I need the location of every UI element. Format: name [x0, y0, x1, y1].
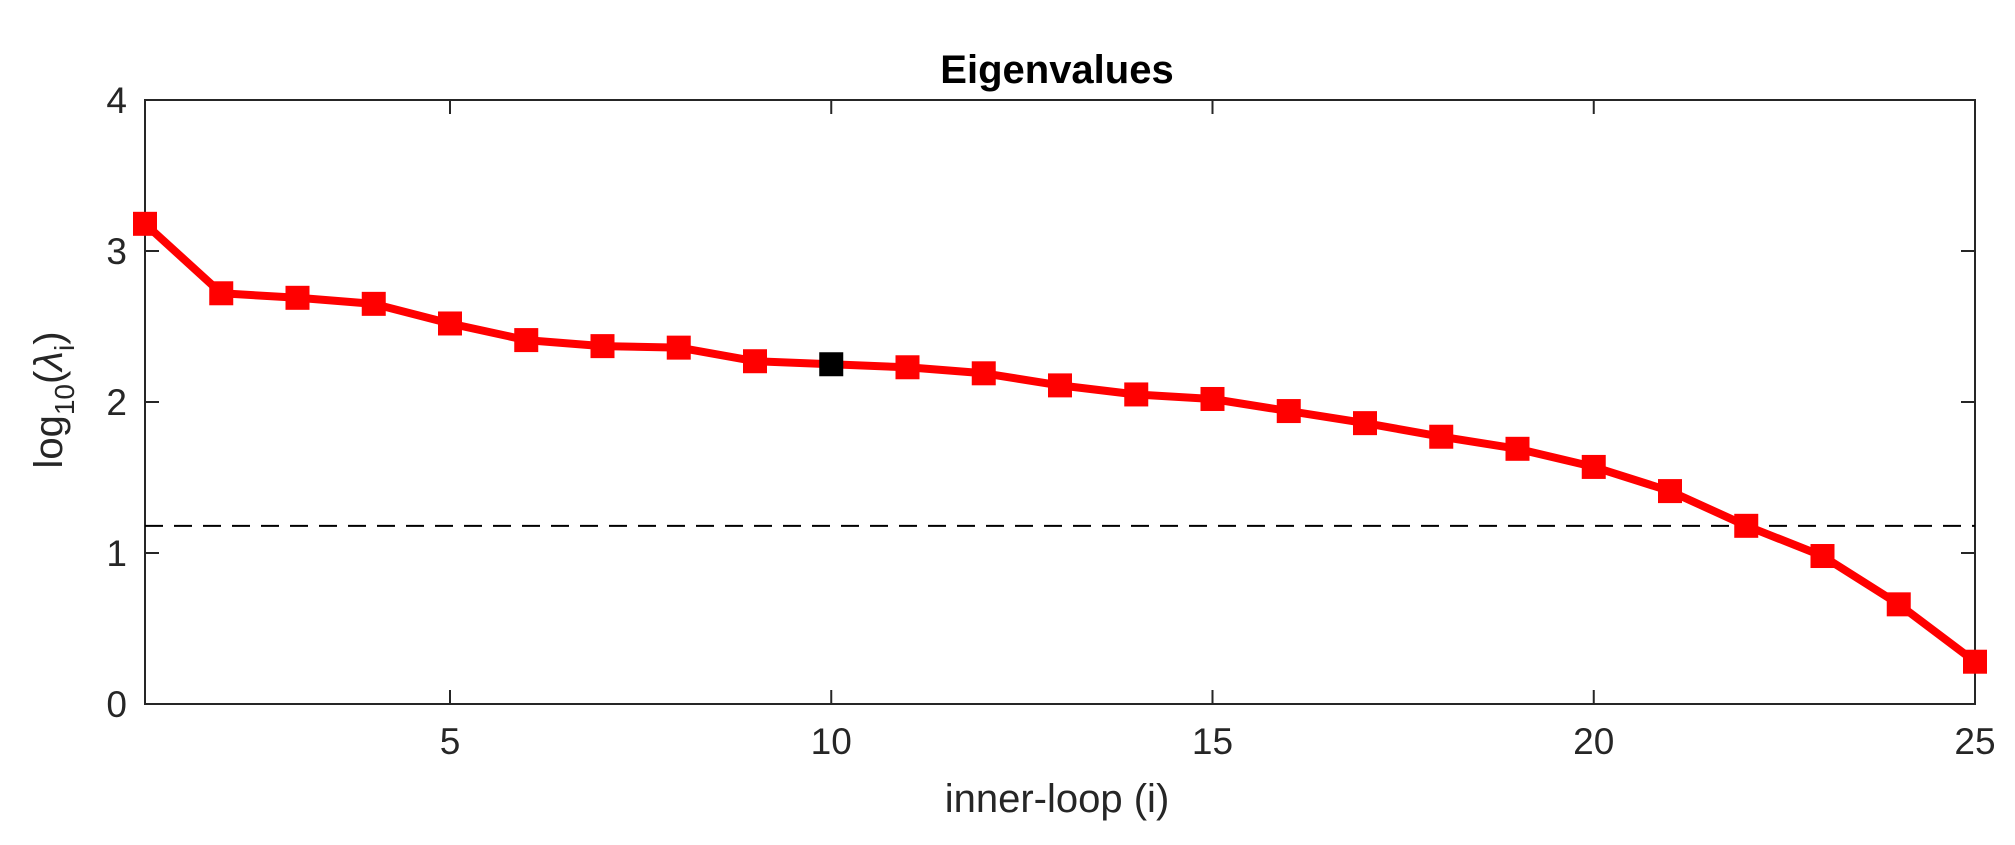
data-point [361, 291, 386, 316]
data-point [1353, 411, 1377, 436]
y-axis-label-base: log [27, 415, 71, 468]
x-axis-label: inner-loop (i) [945, 777, 1170, 821]
data-point [895, 355, 920, 380]
highlight-point [819, 352, 844, 377]
y-axis-label-symbol: λ [27, 351, 71, 373]
data-point [1200, 386, 1225, 411]
x-tick-label: 5 [440, 721, 461, 762]
x-tick-label: 20 [1573, 721, 1614, 762]
y-axis-label: log10(λi) [27, 331, 80, 468]
data-point [1810, 544, 1835, 569]
y-tick-label: 2 [106, 382, 127, 423]
y-axis-label-symbol-subscript: i [49, 345, 80, 351]
y-axis-label-open: ( [27, 370, 71, 384]
y-tick-label: 1 [106, 533, 127, 574]
axes: 5 10 15 20 25 0 1 2 3 4 [106, 80, 1995, 762]
data-point [1429, 424, 1454, 449]
data-point [666, 335, 691, 360]
y-tick-label: 3 [106, 231, 127, 272]
data-point [743, 349, 767, 374]
x-tick-label: 25 [1954, 721, 1995, 762]
data-point [133, 211, 157, 236]
x-tick-label: 15 [1192, 721, 1233, 762]
data-point [285, 285, 310, 310]
data-point [1658, 479, 1682, 504]
data-point [209, 281, 234, 306]
chart-title: Eigenvalues [940, 48, 1173, 92]
data-point [1581, 454, 1606, 479]
y-tick-label: 4 [106, 80, 127, 121]
y-axis-label-subscript: 10 [49, 384, 80, 415]
data-point [1963, 649, 1987, 674]
x-tick-label: 10 [811, 721, 852, 762]
data-point [1886, 592, 1911, 617]
data-point [590, 334, 615, 359]
data-point [1734, 513, 1759, 538]
data-point [1505, 436, 1530, 461]
data-point [1048, 373, 1072, 398]
y-axis-label-close: ) [27, 331, 71, 344]
data-point [514, 328, 539, 353]
series-group [133, 211, 1987, 674]
y-tick-label: 0 [106, 684, 127, 725]
data-point [1124, 382, 1149, 407]
data-point [1276, 399, 1301, 424]
data-point [438, 311, 462, 336]
data-point [971, 361, 996, 386]
